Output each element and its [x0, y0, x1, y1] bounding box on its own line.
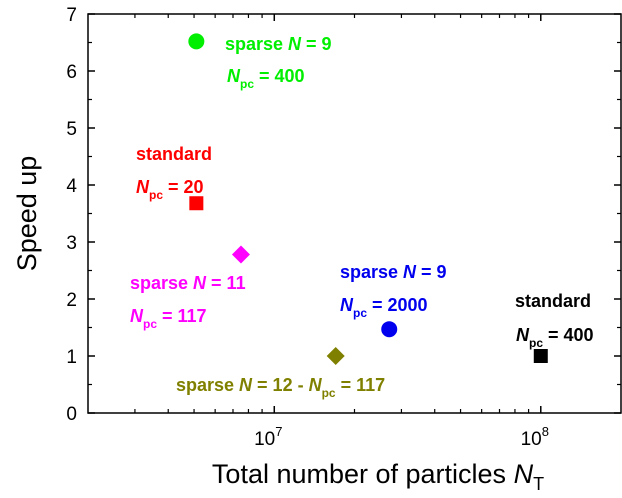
y-tick-label: 2	[66, 290, 77, 311]
point-square-marker	[189, 196, 204, 211]
point-label: sparse N = 9	[340, 262, 447, 282]
x-tick-label: 107	[254, 424, 282, 450]
point-label-line2: Npc = 117	[130, 306, 207, 331]
x-axis-title: Total number of particles NT	[212, 459, 544, 494]
y-tick-label: 6	[66, 62, 77, 83]
y-tick-label: 3	[66, 233, 77, 254]
y-tick-label: 4	[66, 176, 77, 197]
point-circle-marker	[381, 321, 398, 338]
y-tick-label: 5	[66, 119, 77, 140]
data-points	[188, 33, 548, 365]
axes: 0 1 2 3 4 5 6 7 107 108 Total number of particles …	[12, 5, 622, 494]
point-label: sparse N = 12 - Npc = 117	[176, 375, 385, 400]
point-label-line2: Npc = 2000	[340, 295, 428, 320]
y-tick-label: 0	[66, 404, 77, 425]
y-tick-label: 7	[66, 5, 77, 26]
point-annotations: sparse N = 9 Npc = 400 standard Npc = 20 spa…	[130, 34, 594, 400]
point-diamond-marker	[231, 245, 250, 264]
point-label: sparse N = 11	[130, 273, 246, 293]
point-label-line2: Npc = 20	[136, 177, 204, 202]
point-label: sparse N = 9	[225, 34, 332, 54]
point-label-line2: Npc = 400	[516, 325, 594, 350]
y-tick-label: 1	[66, 347, 77, 368]
point-diamond-marker	[326, 347, 345, 365]
point-label: standard	[515, 291, 591, 311]
x-tick-label: 108	[521, 424, 549, 450]
point-square-marker	[533, 349, 548, 363]
point-label-line2: Npc = 400	[227, 66, 305, 91]
point-circle-marker	[188, 33, 205, 50]
y-axis-title: Speed up	[12, 156, 42, 272]
point-label: standard	[136, 144, 212, 164]
